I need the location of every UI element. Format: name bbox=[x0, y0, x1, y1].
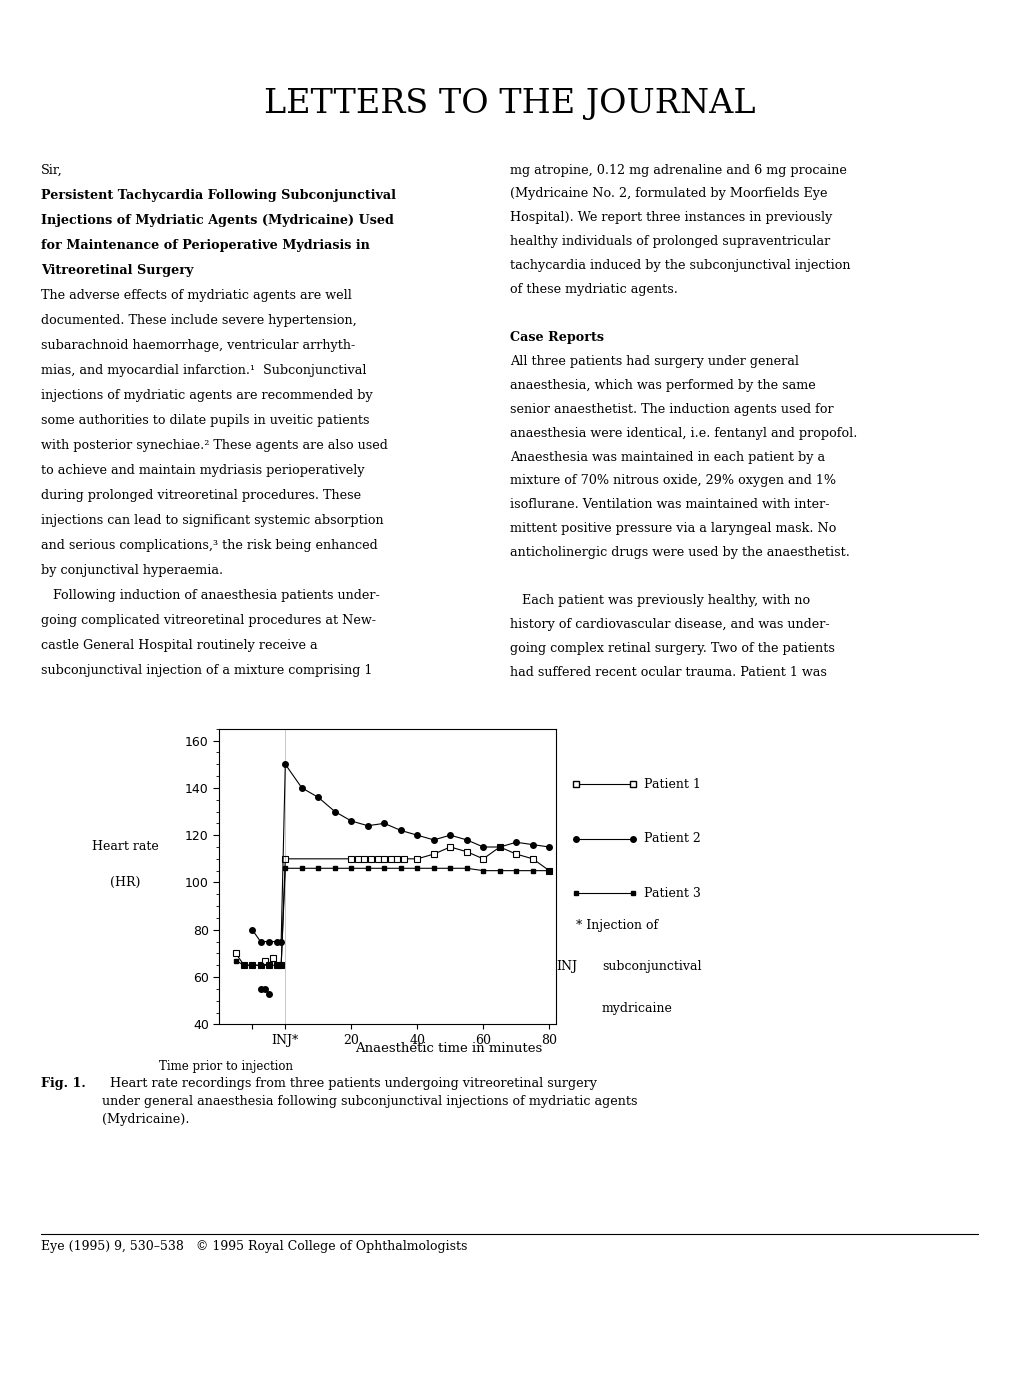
Text: some authorities to dilate pupils in uveitic patients: some authorities to dilate pupils in uve… bbox=[41, 414, 369, 428]
Text: injections of mydriatic agents are recommended by: injections of mydriatic agents are recom… bbox=[41, 389, 372, 401]
Text: castle General Hospital routinely receive a: castle General Hospital routinely receiv… bbox=[41, 639, 317, 652]
Text: Eye (1995) 9, 530–538   © 1995 Royal College of Ophthalmologists: Eye (1995) 9, 530–538 © 1995 Royal Colle… bbox=[41, 1240, 467, 1254]
Text: Anaesthetic time in minutes: Anaesthetic time in minutes bbox=[355, 1042, 542, 1055]
Text: LETTERS TO THE JOURNAL: LETTERS TO THE JOURNAL bbox=[264, 88, 755, 120]
Text: All three patients had surgery under general: All three patients had surgery under gen… bbox=[510, 355, 798, 368]
Text: anaesthesia were identical, i.e. fentanyl and propofol.: anaesthesia were identical, i.e. fentany… bbox=[510, 426, 857, 440]
Text: The adverse effects of mydriatic agents are well: The adverse effects of mydriatic agents … bbox=[41, 289, 352, 302]
Text: Persistent Tachycardia Following Subconjunctival: Persistent Tachycardia Following Subconj… bbox=[41, 190, 395, 202]
Text: Sir,: Sir, bbox=[41, 164, 62, 177]
Text: injections can lead to significant systemic absorption: injections can lead to significant syste… bbox=[41, 514, 383, 527]
Text: * Injection of: * Injection of bbox=[576, 920, 658, 932]
Text: Each patient was previously healthy, with no: Each patient was previously healthy, wit… bbox=[510, 594, 809, 606]
Text: subconjunctival injection of a mixture comprising 1: subconjunctival injection of a mixture c… bbox=[41, 664, 372, 676]
Text: Heart rate recordings from three patients undergoing vitreoretinal surgery
under: Heart rate recordings from three patient… bbox=[102, 1077, 637, 1126]
Text: tachycardia induced by the subconjunctival injection: tachycardia induced by the subconjunctiv… bbox=[510, 260, 850, 272]
Text: had suffered recent ocular trauma. Patient 1 was: had suffered recent ocular trauma. Patie… bbox=[510, 666, 826, 679]
Text: for Maintenance of Perioperative Mydriasis in: for Maintenance of Perioperative Mydrias… bbox=[41, 239, 369, 252]
Text: Fig. 1.: Fig. 1. bbox=[41, 1077, 86, 1090]
Text: isoflurane. Ventilation was maintained with inter-: isoflurane. Ventilation was maintained w… bbox=[510, 498, 828, 512]
Text: healthy individuals of prolonged supraventricular: healthy individuals of prolonged suprave… bbox=[510, 235, 829, 249]
Text: anaesthesia, which was performed by the same: anaesthesia, which was performed by the … bbox=[510, 378, 815, 392]
Text: of these mydriatic agents.: of these mydriatic agents. bbox=[510, 283, 678, 296]
Text: during prolonged vitreoretinal procedures. These: during prolonged vitreoretinal procedure… bbox=[41, 490, 361, 502]
Text: Patient 1: Patient 1 bbox=[643, 778, 700, 791]
Text: (HR): (HR) bbox=[110, 876, 140, 890]
Text: anticholinergic drugs were used by the anaesthetist.: anticholinergic drugs were used by the a… bbox=[510, 546, 849, 560]
Text: mittent positive pressure via a laryngeal mask. No: mittent positive pressure via a laryngea… bbox=[510, 522, 836, 535]
Text: by conjunctival hyperaemia.: by conjunctival hyperaemia. bbox=[41, 564, 223, 578]
Text: history of cardiovascular disease, and was under-: history of cardiovascular disease, and w… bbox=[510, 617, 828, 631]
Text: (Mydricaine No. 2, formulated by Moorfields Eye: (Mydricaine No. 2, formulated by Moorfie… bbox=[510, 187, 826, 201]
Text: Vitreoretinal Surgery: Vitreoretinal Surgery bbox=[41, 264, 193, 278]
Text: mydricaine: mydricaine bbox=[601, 1002, 672, 1015]
Text: with posterior synechiae.² These agents are also used: with posterior synechiae.² These agents … bbox=[41, 439, 387, 452]
Text: INJ: INJ bbox=[555, 960, 577, 973]
Text: Patient 2: Patient 2 bbox=[643, 832, 700, 846]
Text: going complex retinal surgery. Two of the patients: going complex retinal surgery. Two of th… bbox=[510, 642, 835, 654]
Text: Hospital). We report three instances in previously: Hospital). We report three instances in … bbox=[510, 212, 832, 224]
Text: subarachnoid haemorrhage, ventricular arrhyth-: subarachnoid haemorrhage, ventricular ar… bbox=[41, 340, 355, 352]
Text: going complicated vitreoretinal procedures at New-: going complicated vitreoretinal procedur… bbox=[41, 615, 375, 627]
Text: documented. These include severe hypertension,: documented. These include severe hyperte… bbox=[41, 314, 357, 327]
Text: subconjunctival: subconjunctival bbox=[601, 960, 701, 973]
Text: Heart rate: Heart rate bbox=[92, 840, 158, 854]
Text: mixture of 70% nitrous oxide, 29% oxygen and 1%: mixture of 70% nitrous oxide, 29% oxygen… bbox=[510, 474, 836, 488]
Text: Following induction of anaesthesia patients under-: Following induction of anaesthesia patie… bbox=[41, 588, 379, 602]
Text: mg atropine, 0.12 mg adrenaline and 6 mg procaine: mg atropine, 0.12 mg adrenaline and 6 mg… bbox=[510, 164, 846, 176]
Text: Anaesthesia was maintained in each patient by a: Anaesthesia was maintained in each patie… bbox=[510, 451, 824, 463]
Text: Time prior to injection: Time prior to injection bbox=[159, 1060, 292, 1072]
Text: and serious complications,³ the risk being enhanced: and serious complications,³ the risk bei… bbox=[41, 539, 377, 553]
Text: to achieve and maintain mydriasis perioperatively: to achieve and maintain mydriasis periop… bbox=[41, 465, 364, 477]
Text: Patient 3: Patient 3 bbox=[643, 887, 700, 899]
Text: mias, and myocardial infarction.¹  Subconjunctival: mias, and myocardial infarction.¹ Subcon… bbox=[41, 364, 366, 377]
Text: senior anaesthetist. The induction agents used for: senior anaesthetist. The induction agent… bbox=[510, 403, 833, 415]
Text: Case Reports: Case Reports bbox=[510, 331, 603, 344]
Text: Injections of Mydriatic Agents (Mydricaine) Used: Injections of Mydriatic Agents (Mydricai… bbox=[41, 214, 393, 227]
